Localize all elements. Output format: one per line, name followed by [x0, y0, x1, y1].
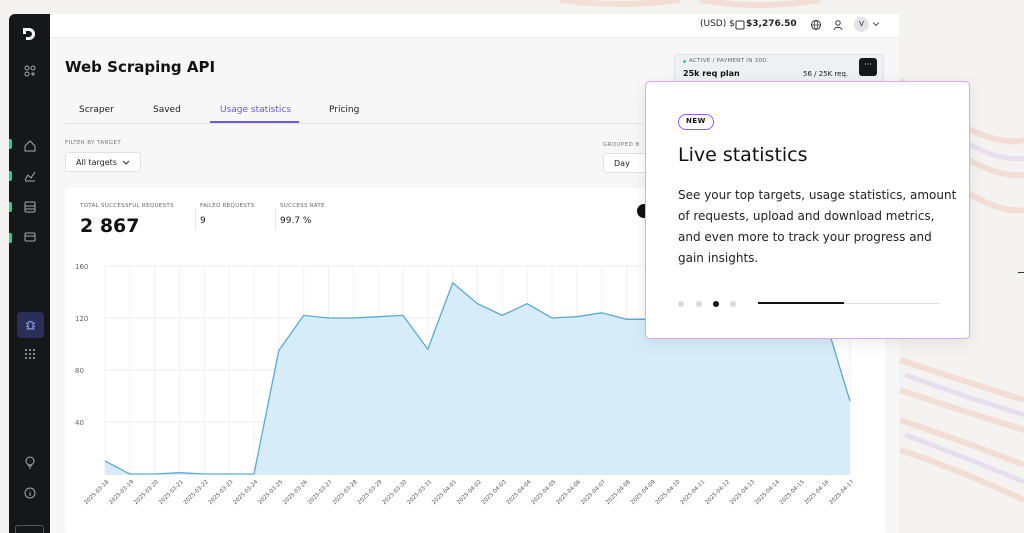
active-status-dot: [683, 60, 686, 63]
account-balance[interactable]: $3,276.50: [746, 19, 797, 29]
chevron-down-icon[interactable]: [872, 20, 880, 28]
x-tick-label: 2025-03-18: [84, 479, 111, 506]
target-filter-select[interactable]: All targets: [65, 152, 141, 172]
x-tick-label: 2025-04-06: [555, 479, 582, 506]
x-tick-label: 2025-03-21: [158, 479, 185, 506]
x-tick-label: 2025-03-27: [307, 479, 334, 506]
y-tick-label: 160: [75, 263, 88, 271]
failed-requests-label: FAILED REQUESTS: [200, 203, 255, 209]
sidebar-status-mark: [9, 233, 12, 243]
x-tick-label: 2025-04-05: [531, 479, 558, 506]
new-badge: NEW: [678, 114, 714, 130]
x-tick-label: 2025-04-16: [804, 479, 831, 506]
globe-icon[interactable]: [810, 19, 822, 31]
x-tick-label: 2025-04-15: [779, 479, 806, 506]
filter-target-label: FILTER BY TARGET: [65, 140, 122, 146]
grouped-by-label: GROUPED B: [603, 142, 640, 148]
x-tick-label: 2025-04-12: [704, 479, 731, 506]
success-rate-label: SUCCESS RATE: [280, 203, 325, 209]
x-tick-label: 2025-04-03: [481, 479, 508, 506]
x-tick-label: 2025-03-28: [332, 479, 359, 506]
metric-divider: [195, 208, 196, 230]
y-tick-label: 120: [75, 315, 88, 323]
x-tick-label: 2025-04-01: [431, 479, 458, 506]
page-title: Web Scraping API: [65, 58, 216, 76]
user-icon[interactable]: [832, 19, 844, 31]
proxy-icon[interactable]: [23, 230, 37, 244]
plan-name: 25k req plan: [683, 69, 740, 78]
total-requests-value: 2 867: [80, 215, 140, 237]
x-tick-label: 2025-04-02: [456, 479, 483, 506]
tab-bar: Scraper Saved Usage statistics Pricing: [65, 102, 649, 124]
x-tick-label: 2025-04-17: [829, 479, 856, 506]
apps-grid-icon[interactable]: [23, 64, 37, 78]
x-tick-label: 2025-03-29: [357, 479, 384, 506]
plan-usage: 56 / 25K req.: [803, 70, 849, 78]
bug-icon: [25, 320, 36, 331]
failed-requests-value: 9: [200, 216, 206, 226]
step-dot[interactable]: [730, 301, 736, 307]
tab-pricing[interactable]: Pricing: [329, 105, 360, 115]
grouped-by-select[interactable]: Day: [603, 153, 648, 173]
sidebar-status-mark: [9, 139, 12, 149]
tab-scraper[interactable]: Scraper: [79, 105, 114, 115]
edge-marker: [1018, 272, 1024, 273]
plan-status: ACTIVE / PAYMENT IN 30D.: [689, 58, 769, 64]
plan-card: ACTIVE / PAYMENT IN 30D. 25k req plan 56…: [674, 54, 884, 84]
progress-track: [758, 303, 940, 304]
plan-more-button[interactable]: ···: [859, 58, 877, 76]
lightbulb-icon[interactable]: [23, 455, 37, 469]
active-tab-indicator: [210, 121, 299, 123]
y-tick-label: 40: [75, 419, 84, 427]
popover-description: See your top targets, usage statistics, …: [678, 188, 957, 265]
topbar: (USD) $ $3,276.50 V: [50, 14, 899, 38]
currency-selector[interactable]: (USD) $: [700, 19, 735, 29]
x-tick-label: 2025-04-13: [729, 479, 756, 506]
chevron-down-icon: [122, 160, 130, 165]
x-tick-label: 2025-03-31: [406, 479, 433, 506]
x-tick-label: 2025-04-11: [680, 479, 707, 506]
onboarding-popover: NEW Live statistics See your top targets…: [645, 81, 970, 339]
metric-divider: [275, 208, 276, 230]
wallet-icon: [735, 20, 745, 30]
user-menu-box[interactable]: [15, 525, 44, 533]
info-icon[interactable]: [23, 486, 37, 500]
progress-bar: [758, 302, 844, 304]
storage-icon[interactable]: [23, 200, 37, 214]
sidebar-status-mark: [9, 171, 12, 181]
x-tick-label: 2025-04-09: [630, 479, 657, 506]
tab-saved[interactable]: Saved: [153, 105, 181, 115]
success-rate-value: 99.7 %: [280, 216, 312, 226]
x-tick-label: 2025-04-04: [506, 479, 533, 506]
x-tick-label: 2025-03-20: [133, 479, 160, 506]
step-dot[interactable]: [678, 301, 684, 307]
step-dot[interactable]: [696, 301, 702, 307]
x-tick-label: 2025-03-25: [257, 479, 284, 506]
x-tick-label: 2025-03-26: [282, 479, 309, 506]
x-tick-label: 2025-03-22: [183, 479, 210, 506]
x-tick-label: 2025-04-10: [655, 479, 682, 506]
sidebar: [9, 14, 50, 533]
more-apps-icon[interactable]: [23, 347, 37, 361]
popover-title: Live statistics: [678, 144, 808, 166]
step-dot-active[interactable]: [713, 301, 719, 307]
x-tick-label: 2025-04-08: [605, 479, 632, 506]
total-requests-label: TOTAL SUCCESSFUL REQUESTS: [80, 203, 174, 209]
y-tick-label: 80: [75, 367, 84, 375]
x-tick-label: 2025-03-30: [382, 479, 409, 506]
sidebar-status-mark: [9, 202, 12, 212]
analytics-icon[interactable]: [23, 169, 37, 183]
x-tick-label: 2025-03-24: [233, 479, 260, 506]
x-tick-label: 2025-03-19: [108, 479, 135, 506]
sidebar-item-scraping-active[interactable]: [17, 312, 44, 338]
target-filter-value: All targets: [76, 158, 117, 167]
avatar[interactable]: V: [854, 17, 869, 32]
tab-usage-statistics[interactable]: Usage statistics: [220, 105, 292, 115]
x-tick-label: 2025-03-23: [208, 479, 235, 506]
x-tick-label: 2025-04-07: [580, 479, 607, 506]
x-tick-label: 2025-04-14: [754, 479, 781, 506]
grouped-by-value: Day: [614, 159, 630, 168]
home-icon[interactable]: [23, 139, 37, 153]
logo-icon[interactable]: [21, 26, 37, 42]
